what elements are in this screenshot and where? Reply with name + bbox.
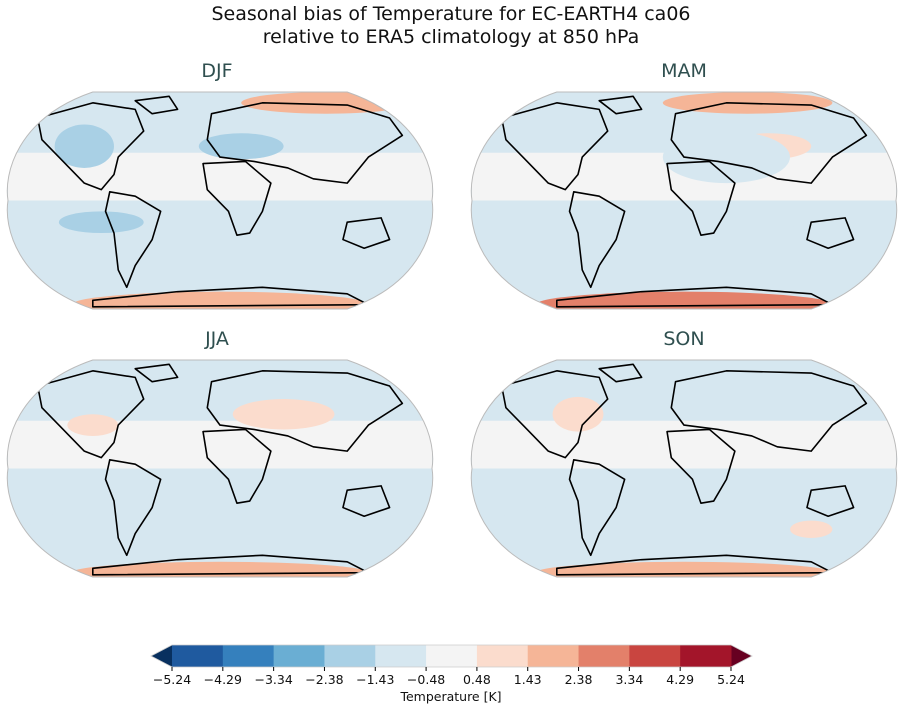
colorbar-tick-label: −3.34 [254,672,293,687]
colorbar-segment [527,645,580,667]
coastline [104,191,162,289]
colorbar-segment [680,645,732,667]
colorbar-label: Temperature [K] [400,689,502,704]
map-panel-jja [6,359,434,578]
colorbar-tick-label: 0.48 [462,672,491,687]
bias-region [493,222,875,266]
colorbar-tick-label: −2.38 [305,672,344,687]
map-border [470,359,898,578]
coastline [555,286,834,308]
colorbar-over-arrow [731,645,752,667]
bias-region [71,561,369,577]
coastline [806,485,855,518]
map-border [470,91,898,310]
map-panel-djf [6,91,434,310]
panel-title-djf: DJF [201,60,233,82]
coastline [806,217,855,250]
map-border [6,359,434,578]
coastline [134,95,179,115]
colorbar-tick-label: 1.43 [513,672,542,687]
figure-title-line1: Seasonal bias of Temperature for EC-EART… [211,3,691,25]
colorbar-segment [476,645,529,667]
coastline [670,102,868,184]
coastline [500,102,609,191]
coastline [202,428,272,505]
colorbar-tick-label: 2.38 [564,672,593,687]
bias-region [29,505,411,541]
bias-region [232,399,335,430]
coastline [36,102,145,191]
colorbar-segment [222,645,275,667]
bias-band [472,420,896,469]
colorbar-segment [172,645,224,667]
bias-region [71,373,369,400]
coastline [92,554,370,576]
coastline [36,370,145,459]
colorbar-segment [629,645,681,667]
coastline [342,485,391,518]
colorbar [150,644,753,671]
colorbar-tick-label: −0.48 [406,672,446,687]
coastline [666,160,736,237]
coastline [670,370,868,452]
coastline [555,554,834,576]
coastline [206,102,404,184]
coastline [342,217,391,250]
coastline [568,459,626,557]
map-border [6,91,434,310]
panel-title-mam: MAM [661,60,707,82]
coastline [500,370,609,459]
colorbar-tick-label: 5.24 [717,672,745,687]
panel-title-jja: JJA [205,328,229,350]
colorbar-segment [273,645,325,667]
bias-region [535,291,833,309]
colorbar-segment [324,645,376,667]
bias-region [552,396,604,432]
bias-region [493,501,875,545]
colorbar-under-arrow [151,645,172,667]
colorbar-segment [375,645,427,667]
coastline [666,428,736,505]
bias-region [535,561,833,577]
coastline [92,286,370,308]
coastline [202,160,272,237]
colorbar-tick-label: −4.29 [203,672,242,687]
colorbar-tick-label: 3.34 [615,672,644,687]
coastline [104,459,162,557]
bias-region [54,124,114,168]
bias-region [790,520,833,538]
map-panel-son [470,359,898,578]
panel-title-son: SON [663,328,705,350]
colorbar-tick-label: 4.29 [666,672,695,687]
map-panel-mam [470,91,898,310]
colorbar-tick-label: −5.24 [152,672,192,687]
figure-title-line2: relative to ERA5 climatology at 850 hPa [262,26,640,48]
bias-region [71,291,369,309]
colorbar-tick-label: −1.43 [356,672,395,687]
coastline [598,363,643,383]
coastline [598,95,643,115]
coastline [206,370,404,452]
colorbar-segment [426,645,478,667]
bias-region [67,414,119,436]
bias-region [58,211,144,234]
coastline [568,191,626,289]
coastline [134,363,179,383]
bias-region [198,133,284,160]
colorbar-segment [578,645,630,667]
